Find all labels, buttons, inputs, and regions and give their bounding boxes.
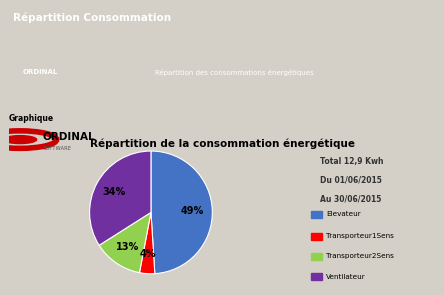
Bar	[311, 233, 322, 240]
Text: Elevateur: Elevateur	[326, 212, 361, 217]
Circle shape	[4, 136, 36, 144]
Text: 49%: 49%	[181, 206, 204, 216]
Text: ORDINAL: ORDINAL	[42, 132, 95, 142]
Wedge shape	[139, 212, 155, 274]
Text: SOFTWARE: SOFTWARE	[42, 146, 71, 150]
Bar	[311, 273, 322, 280]
Text: 13%: 13%	[116, 242, 139, 252]
Text: Transporteur2Sens: Transporteur2Sens	[326, 253, 394, 260]
Text: Répartition Consommation: Répartition Consommation	[13, 12, 171, 23]
Text: 34%: 34%	[103, 187, 126, 197]
Text: Répartition de la consommation énergétique: Répartition de la consommation énergétiq…	[90, 139, 354, 149]
Text: Au 30/06/2015: Au 30/06/2015	[320, 194, 381, 203]
Bar	[311, 253, 322, 260]
Bar	[311, 211, 322, 218]
Text: Transporteur1Sens: Transporteur1Sens	[326, 233, 394, 239]
Wedge shape	[90, 151, 151, 245]
Wedge shape	[99, 212, 151, 273]
Text: ORDINAL: ORDINAL	[22, 69, 57, 75]
Text: Du 01/06/2015: Du 01/06/2015	[320, 176, 381, 185]
Text: Graphique: Graphique	[9, 114, 54, 123]
Wedge shape	[151, 151, 212, 274]
Text: Ventilateur: Ventilateur	[326, 274, 366, 280]
Text: Total 12,9 Kwh: Total 12,9 Kwh	[320, 157, 383, 166]
Text: 4%: 4%	[140, 249, 157, 259]
Text: Répartition des consommations énergétiques: Répartition des consommations énergétiqu…	[155, 69, 314, 76]
